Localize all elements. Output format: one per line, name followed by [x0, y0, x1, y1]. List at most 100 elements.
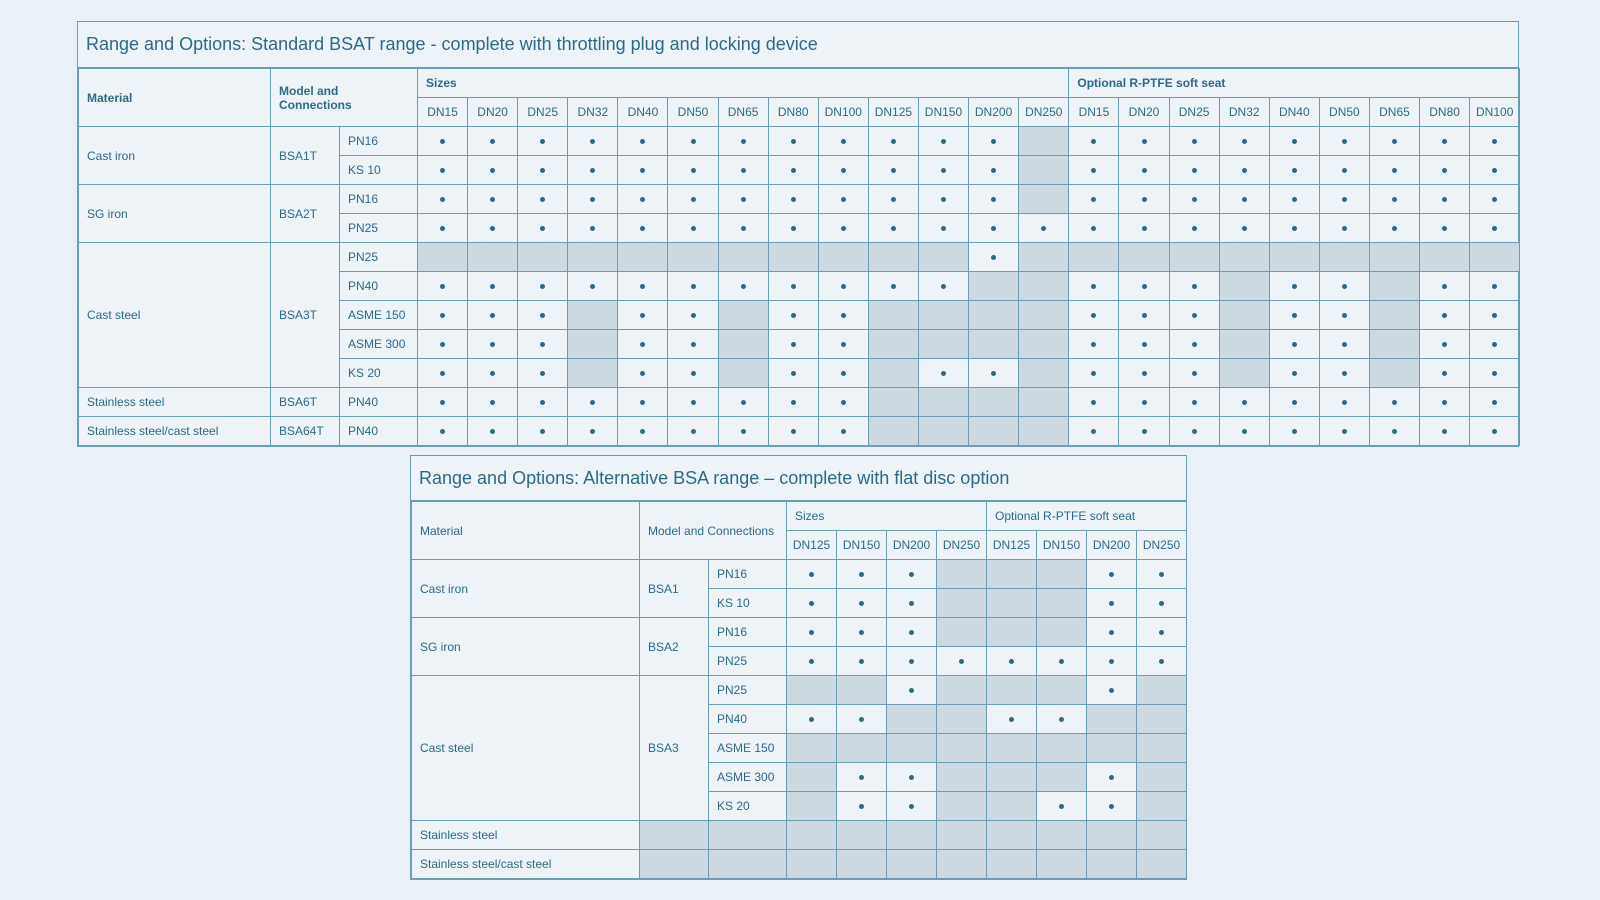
available-cell	[1218, 126, 1270, 156]
size-column-header: DN200	[968, 97, 1020, 127]
optional-size-column-header: DN65	[1368, 97, 1421, 127]
table-row: ASME 300	[79, 329, 1521, 359]
availability-dot-icon	[690, 139, 696, 145]
available-cell	[867, 213, 919, 243]
availability-dot-icon	[1191, 429, 1197, 435]
available-cell	[517, 271, 569, 301]
available-cell	[867, 184, 919, 214]
available-cell	[1268, 126, 1320, 156]
availability-dot-icon	[1291, 226, 1297, 232]
available-cell	[1318, 155, 1370, 185]
available-cell	[968, 126, 1020, 156]
available-cell	[917, 213, 970, 243]
available-cell	[1469, 416, 1521, 446]
availability-dot-icon	[1141, 400, 1147, 406]
unavailable-cell	[836, 849, 887, 879]
availability-dot-icon	[1141, 226, 1147, 232]
connection-cell: PN16	[339, 184, 418, 214]
optional-size-column-header: DN250	[1136, 530, 1188, 560]
table-row: PN40	[79, 271, 1521, 301]
table-row: PN25	[79, 213, 1521, 243]
size-column-header: DN80	[767, 97, 819, 127]
available-cell	[836, 762, 887, 792]
availability-dot-icon	[1492, 429, 1498, 435]
unavailable-cell	[1018, 126, 1070, 156]
material-cell: SG iron	[411, 617, 640, 676]
availability-dot-icon	[540, 197, 546, 203]
available-cell	[1469, 300, 1521, 330]
material-cell: Stainless steel/cast steel	[78, 416, 271, 446]
available-cell	[1419, 184, 1471, 214]
available-cell	[1168, 213, 1220, 243]
availability-dot-icon	[440, 139, 446, 145]
availability-dot-icon	[740, 284, 746, 290]
availability-dot-icon	[1141, 168, 1147, 174]
connection-cell: PN40	[708, 704, 787, 734]
available-cell	[836, 617, 887, 647]
availability-dot-icon	[890, 197, 896, 203]
available-cell	[1118, 184, 1170, 214]
unavailable-cell	[968, 329, 1020, 359]
availability-dot-icon	[991, 197, 997, 203]
available-cell	[1218, 387, 1270, 417]
availability-dot-icon	[1191, 197, 1197, 203]
availability-dot-icon	[490, 313, 496, 319]
unavailable-cell	[567, 329, 619, 359]
availability-dot-icon	[590, 168, 596, 174]
available-cell	[767, 155, 819, 185]
availability-dot-icon	[1059, 659, 1065, 665]
connection-cell: PN25	[339, 213, 418, 243]
availability-dot-icon	[540, 429, 546, 435]
size-column-header: DN125	[867, 97, 919, 127]
available-cell	[717, 155, 769, 185]
availability-dot-icon	[690, 197, 696, 203]
optional-size-column-header: DN50	[1318, 97, 1370, 127]
available-cell	[1368, 155, 1421, 185]
size-column-header: DN250	[935, 530, 988, 560]
availability-dot-icon	[540, 226, 546, 232]
available-cell	[1086, 762, 1138, 792]
availability-dot-icon	[1091, 139, 1097, 145]
available-cell	[1368, 126, 1421, 156]
available-cell	[567, 271, 619, 301]
availability-dot-icon	[1341, 197, 1347, 203]
availability-dot-icon	[1159, 601, 1165, 607]
available-cell	[617, 416, 669, 446]
available-cell	[517, 126, 569, 156]
available-cell	[567, 387, 619, 417]
size-column-header: DN50	[667, 97, 719, 127]
available-cell	[517, 358, 569, 388]
unavailable-cell	[935, 820, 988, 850]
unavailable-cell	[1136, 849, 1188, 879]
unavailable-cell	[886, 820, 937, 850]
availability-dot-icon	[640, 342, 646, 348]
available-cell	[517, 300, 569, 330]
available-cell	[1136, 588, 1188, 618]
available-cell	[416, 184, 469, 214]
unavailable-cell	[767, 242, 819, 272]
unavailable-cell	[1036, 588, 1088, 618]
availability-dot-icon	[959, 659, 965, 665]
availability-dot-icon	[840, 371, 846, 377]
availability-dot-icon	[809, 572, 814, 578]
availability-dot-icon	[1442, 342, 1448, 348]
unavailable-cell	[617, 242, 669, 272]
material-cell: Stainless steel	[78, 387, 271, 417]
availability-dot-icon	[1291, 197, 1297, 203]
available-cell	[467, 155, 519, 185]
unavailable-cell	[935, 849, 988, 879]
available-cell	[1086, 675, 1138, 705]
available-cell	[1268, 155, 1320, 185]
available-cell	[717, 416, 769, 446]
availability-dot-icon	[859, 717, 864, 723]
availability-dot-icon	[1341, 400, 1347, 406]
table-title: Range and Options: Alternative BSA range…	[411, 456, 1186, 501]
connection-cell: PN16	[708, 559, 787, 589]
unavailable-cell	[1218, 358, 1270, 388]
unavailable-cell	[917, 387, 970, 417]
available-cell	[1368, 387, 1421, 417]
table-row: SG iron BSA2 PN16	[411, 617, 1188, 676]
availability-dot-icon	[590, 429, 596, 435]
connection-cell: KS 20	[339, 358, 418, 388]
model-cell: BSA64T	[270, 416, 340, 446]
